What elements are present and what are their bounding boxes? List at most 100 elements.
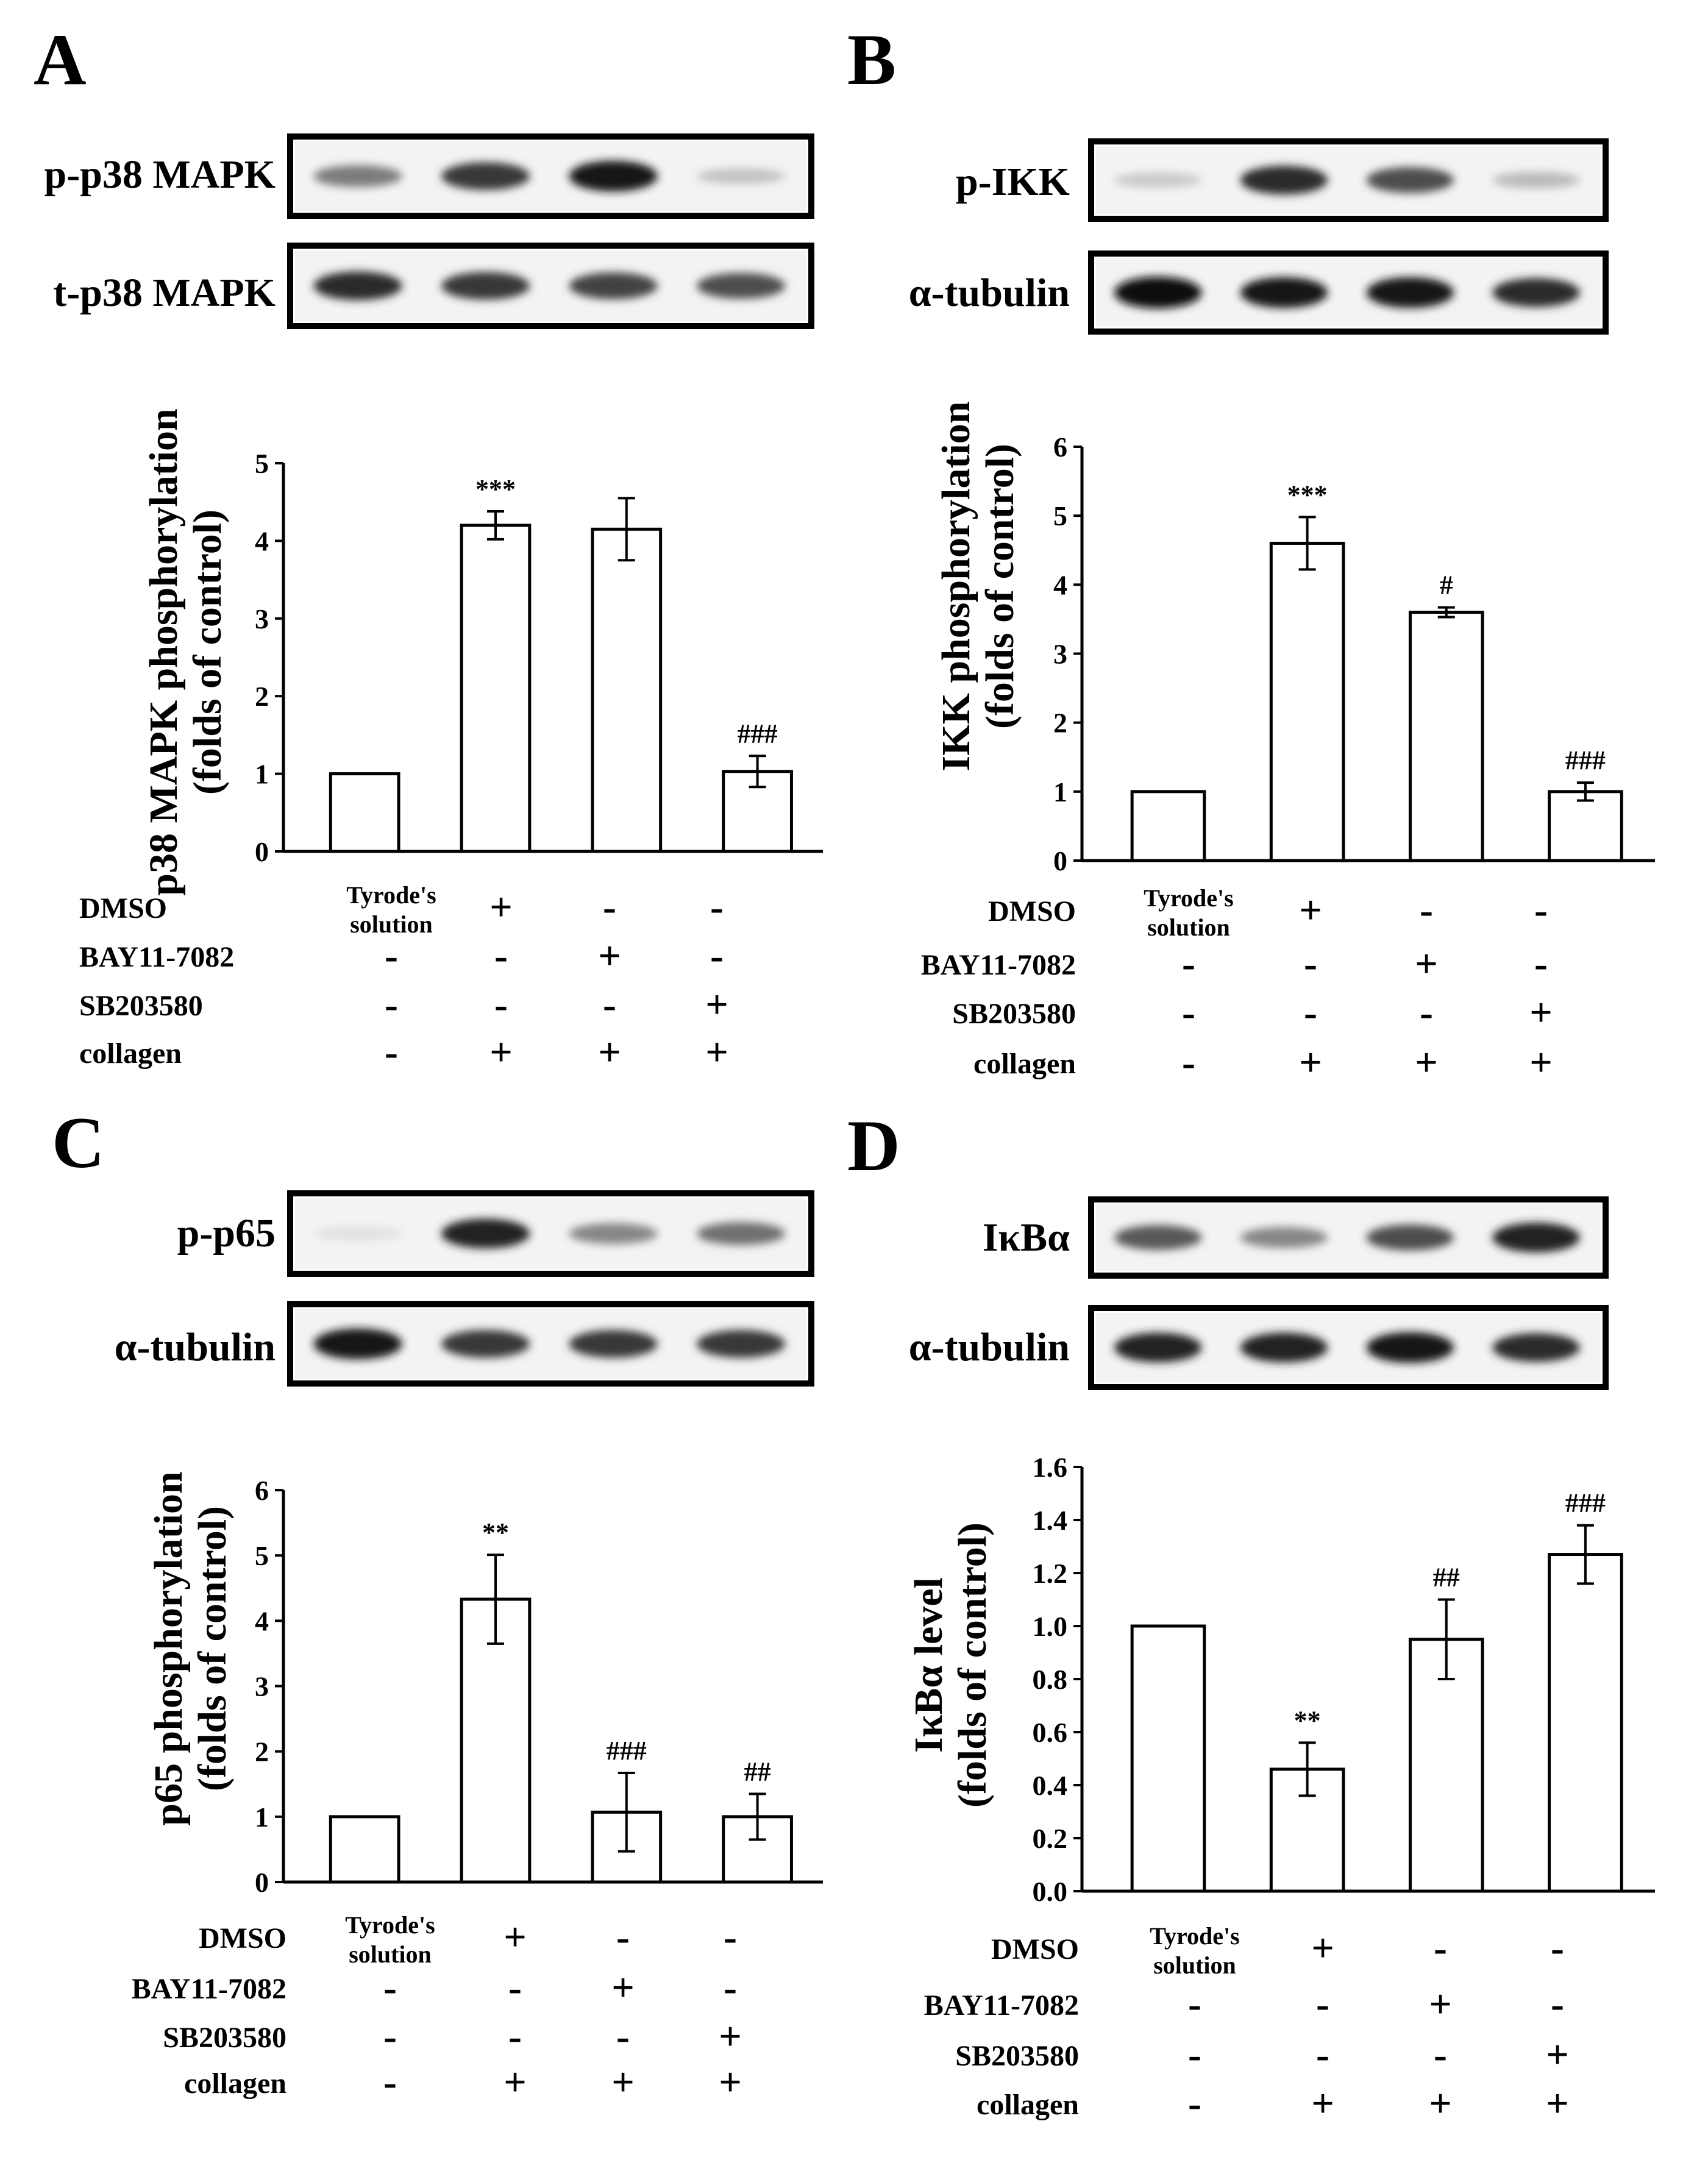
blot-band	[1240, 277, 1328, 308]
minus-sign: -	[1420, 990, 1433, 1035]
y-tick-label: 5	[255, 1540, 269, 1571]
condition-label: BAY11-7082	[132, 1973, 286, 2005]
blot-p-ikk: p-IKK	[956, 138, 1609, 222]
plus-sign: +	[1546, 2081, 1569, 2126]
plus-sign: +	[1415, 1040, 1438, 1085]
y-tick-label: 0.6	[1033, 1717, 1068, 1748]
bar	[1408, 611, 1484, 862]
y-tick-label: 2	[255, 681, 269, 712]
panel-label-a: A	[34, 19, 87, 100]
y-tick-label: 4	[255, 525, 269, 556]
blot-label: α-tubulin	[909, 271, 1070, 315]
blot-alpha-tubulin-c: α-tubulin	[115, 1301, 814, 1387]
blot-label: α-tubulin	[115, 1325, 276, 1369]
bar	[1548, 790, 1623, 862]
plus-sign: +	[504, 1915, 527, 1959]
minus-sign: -	[603, 982, 616, 1027]
y-tick-label: 0.8	[1033, 1664, 1068, 1695]
blot-band	[1492, 1333, 1580, 1362]
minus-sign: -	[616, 2014, 630, 2059]
y-axis-label-line-1: p38 MAPK phosphorylation	[141, 408, 186, 895]
minus-sign: -	[383, 2014, 397, 2059]
condition-label: SB203580	[955, 2040, 1079, 2072]
blot-band	[569, 1330, 658, 1358]
condition-label: DMSO	[988, 895, 1076, 928]
minus-sign: -	[710, 934, 724, 978]
blot-band	[1114, 1225, 1202, 1250]
y-tick-label: 4	[1053, 569, 1067, 600]
minus-sign: -	[1534, 942, 1548, 986]
blot-label: IκBα	[983, 1215, 1070, 1260]
plus-sign: +	[1299, 1040, 1322, 1085]
blot-band	[1114, 277, 1202, 308]
minus-sign: -	[383, 2060, 397, 2104]
blot-band	[696, 1222, 786, 1245]
y-tick-label: 1.0	[1033, 1611, 1068, 1642]
minus-sign: -	[1182, 942, 1195, 986]
y-axis-label-line-1: IKK phosphorylation	[934, 401, 978, 771]
condition-label: BAY11-7082	[79, 941, 234, 973]
blot-p-p38-mapk: p-p38 MAPK	[44, 133, 814, 219]
blot-band	[569, 160, 658, 192]
tyrode-label: solution	[1147, 914, 1230, 941]
y-tick-label: 0.0	[1033, 1876, 1068, 1907]
tyrode-label: Tyrode's	[1144, 884, 1233, 912]
blot-label: p-p65	[177, 1211, 276, 1256]
plus-sign: +	[611, 1966, 635, 2010]
minus-sign: -	[1188, 2033, 1201, 2077]
blot-label: p-p38 MAPK	[44, 152, 276, 197]
y-axis-label-line-1: IκBα level	[906, 1577, 951, 1753]
blot-band	[696, 1330, 786, 1358]
y-axis-label-line-2: (folds of control)	[185, 510, 230, 795]
plus-sign: +	[611, 2060, 635, 2104]
minus-sign: -	[1434, 2033, 1447, 2077]
minus-sign: -	[1534, 888, 1548, 932]
blot-t-p38-mapk: t-p38 MAPK	[53, 243, 814, 329]
plus-sign: +	[1429, 2081, 1452, 2126]
bar	[460, 1597, 532, 1884]
significance-label: ##	[1433, 1563, 1460, 1593]
minus-sign: -	[508, 2014, 522, 2059]
y-tick-label: 0	[255, 1867, 269, 1898]
plus-sign: +	[1311, 2081, 1334, 2126]
blot-band	[696, 168, 786, 184]
minus-sign: -	[1182, 990, 1195, 1035]
minus-sign: -	[1188, 1982, 1201, 2026]
panel-d: IκBα α-tubulin IκBα level (folds of cont…	[906, 1196, 1655, 2126]
y-tick-label: 6	[255, 1475, 269, 1506]
blot-band	[1114, 172, 1202, 188]
blot-alpha-tubulin-b: α-tubulin	[909, 250, 1609, 335]
y-tick-label: 1	[255, 1802, 269, 1833]
blot-band	[441, 1218, 530, 1249]
significance-label: ***	[475, 474, 516, 504]
condition-label: SB203580	[163, 2022, 286, 2054]
blot-band	[1366, 1224, 1454, 1251]
blot-p-p65: p-p65	[177, 1190, 814, 1277]
minus-sign: -	[1188, 2081, 1201, 2126]
panel-b: p-IKK α-tubulin IKK phosphorylation (fol…	[909, 138, 1655, 1085]
tyrode-label: Tyrode's	[1150, 1922, 1239, 1950]
bar	[1408, 1638, 1484, 1893]
y-tick-label: 6	[1053, 432, 1067, 463]
minus-sign: -	[710, 885, 724, 929]
bar	[1269, 541, 1345, 862]
minus-sign: -	[508, 1966, 522, 2010]
minus-sign: -	[1551, 1926, 1564, 1970]
condition-label: collagen	[977, 2089, 1079, 2121]
panel-label-c: C	[52, 1102, 105, 1183]
minus-sign: -	[385, 982, 398, 1027]
plus-sign: +	[719, 2060, 742, 2104]
bar	[329, 1815, 400, 1884]
minus-sign: -	[603, 885, 616, 929]
blot-label: t-p38 MAPK	[53, 271, 276, 315]
minus-sign: -	[1316, 2033, 1329, 2077]
significance-label: ###	[607, 1736, 647, 1766]
blot-band	[1366, 1332, 1454, 1363]
y-tick-label: 0	[255, 836, 269, 867]
tyrode-label: solution	[349, 1941, 432, 1968]
y-tick-label: 0	[1053, 845, 1067, 876]
panel-label-b: B	[847, 19, 896, 100]
minus-sign: -	[1434, 1926, 1447, 1970]
significance-label: **	[1294, 1705, 1321, 1735]
